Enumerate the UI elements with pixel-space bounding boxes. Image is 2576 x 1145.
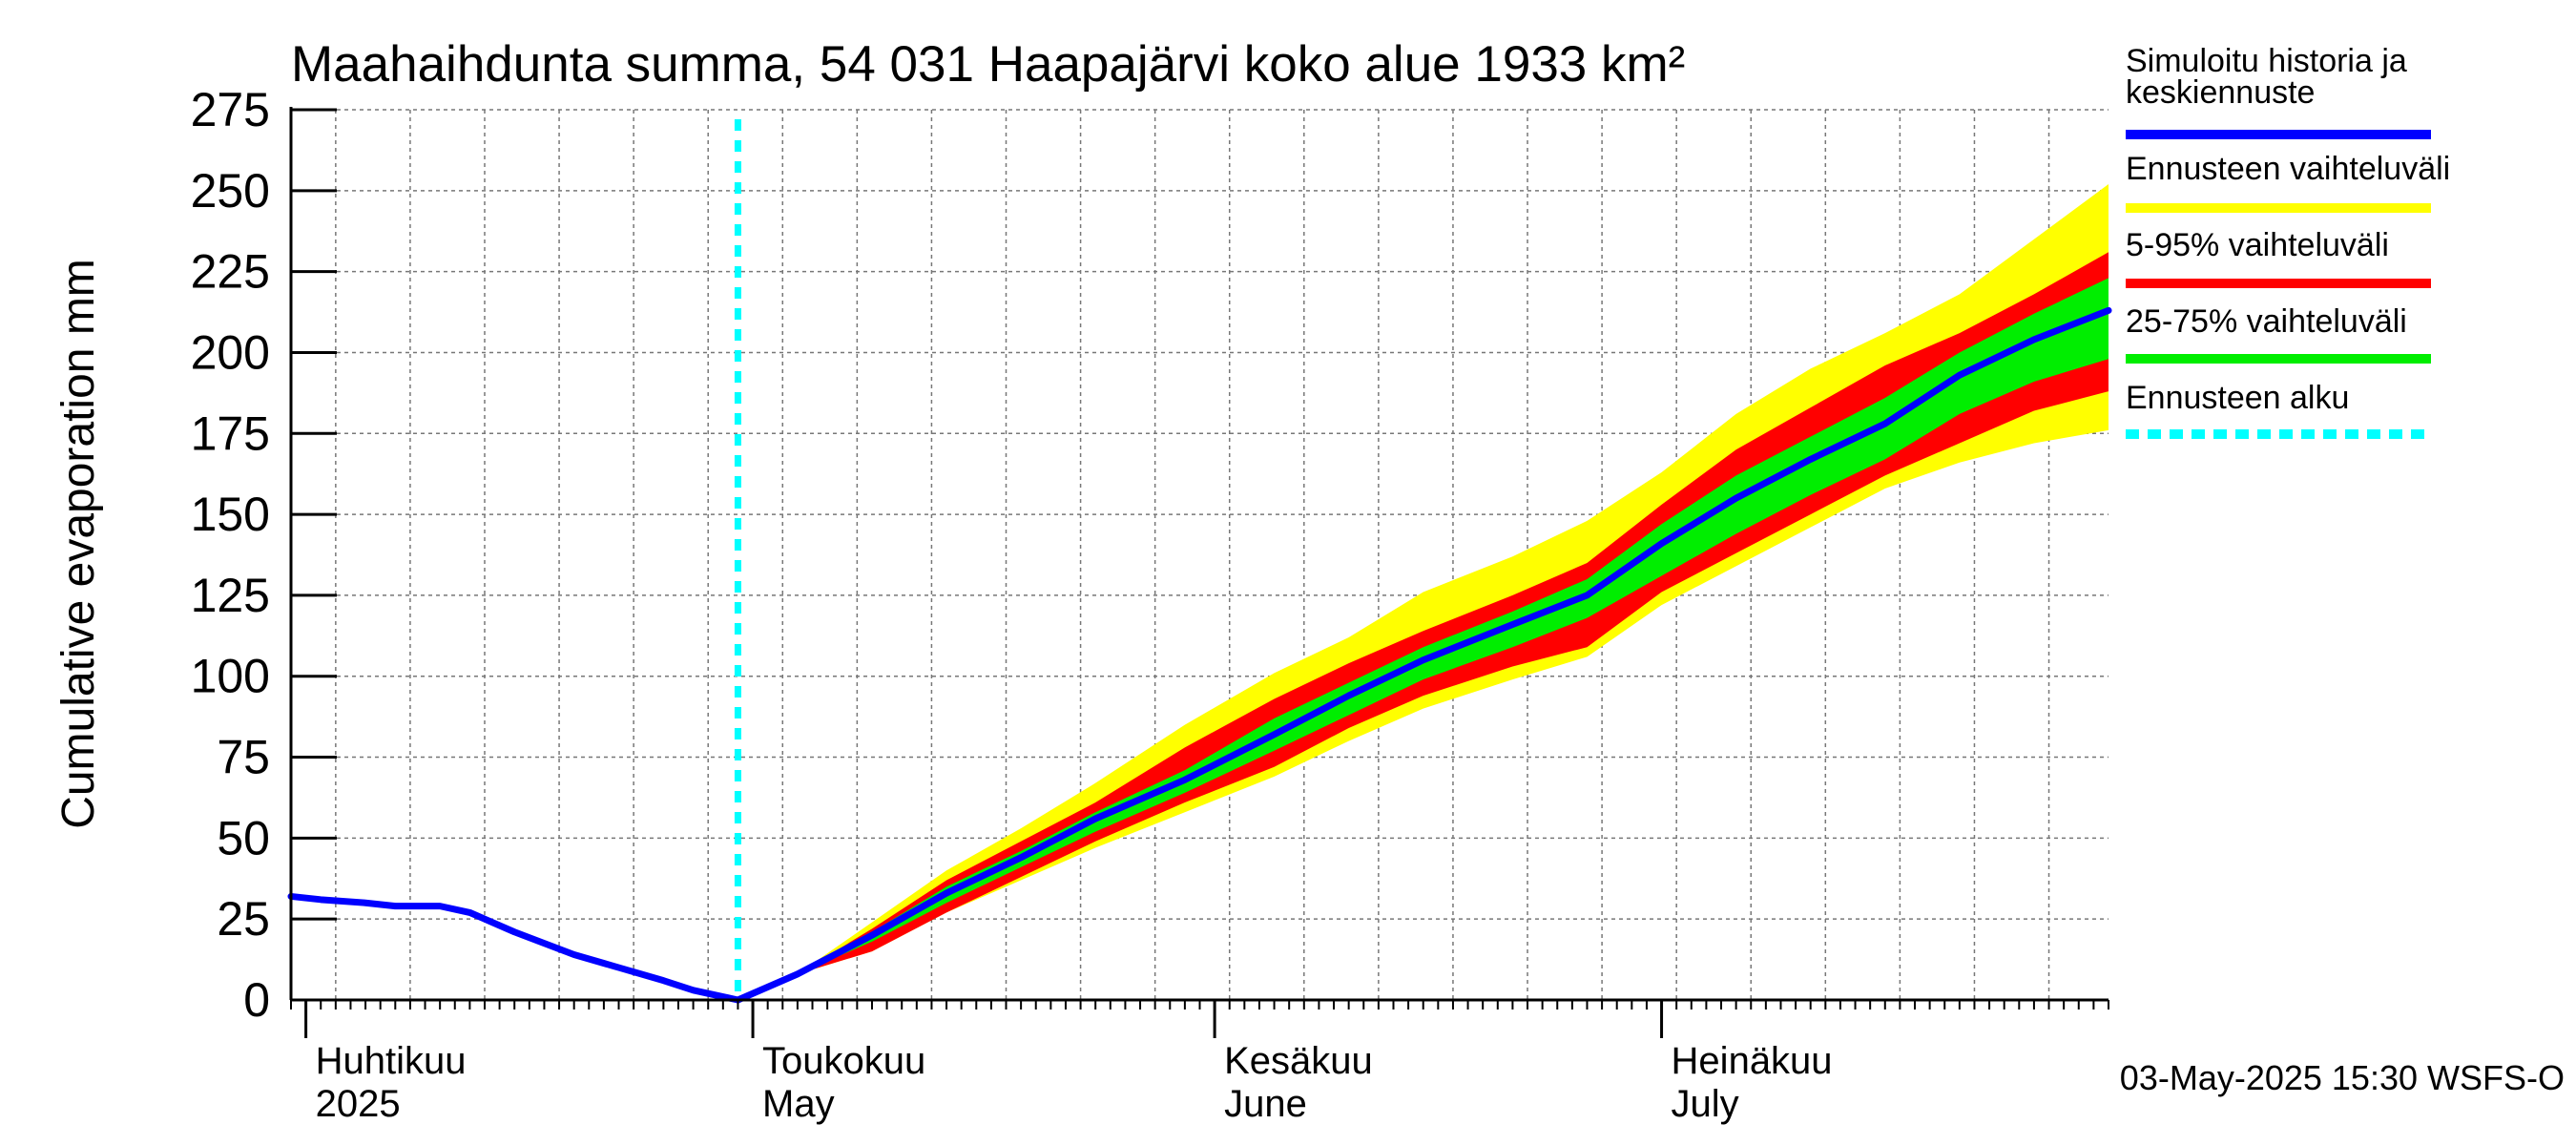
series-lines (287, 119, 2112, 1004)
y-tick-label: 100 (191, 650, 270, 703)
y-axis-label: Cumulative evaporation mm (53, 259, 104, 829)
y-tick-label: 125 (191, 569, 270, 622)
median-forecast-line (734, 306, 2112, 1004)
month-label: Toukokuu (762, 1040, 925, 1082)
y-tick-label: 200 (191, 325, 270, 379)
chart-title: Maahaihdunta summa, 54 031 Haapajärvi ko… (291, 36, 1685, 93)
y-tick-label: 225 (191, 245, 270, 299)
month-year-label: June (1224, 1083, 1307, 1125)
month-year-label: May (762, 1083, 835, 1125)
footer-timestamp: 03-May-2025 15:30 WSFS-O (2120, 1058, 2565, 1097)
legend-label: Ennusteen vaihteluväli (2126, 151, 2450, 187)
month-year-label: 2025 (316, 1083, 401, 1125)
legend-label: keskiennuste (2126, 74, 2315, 111)
axes (289, 107, 2109, 1038)
y-tick-label: 75 (217, 731, 270, 784)
y-tick-label: 250 (191, 164, 270, 218)
legend-label: Simuloitu historia ja (2126, 43, 2407, 79)
legend-label: 5-95% vaihteluväli (2126, 227, 2389, 263)
y-tick-label: 25 (217, 892, 270, 946)
legend-label: Ennusteen alku (2126, 380, 2349, 416)
month-year-label: July (1672, 1083, 1739, 1125)
grid (291, 109, 2109, 1000)
history-line (287, 892, 741, 1004)
band-5-95 (737, 252, 2109, 1000)
legend-label: 25-75% vaihteluväli (2126, 303, 2407, 340)
band-full-range (737, 184, 2109, 1001)
month-label: Heinäkuu (1672, 1040, 1833, 1082)
band-25-75 (737, 278, 2109, 1000)
forecast-bands (737, 184, 2109, 1001)
month-label: Kesäkuu (1224, 1040, 1373, 1082)
y-tick-label: 0 (243, 973, 270, 1027)
y-tick-label: 50 (217, 811, 270, 864)
y-tick-label: 175 (191, 406, 270, 460)
month-label: Huhtikuu (316, 1040, 467, 1082)
y-ticks: 0 25 50 75 100 125 150 175 200 225 250 275 (191, 83, 270, 1027)
y-tick-label: 150 (191, 488, 270, 541)
y-tick-label: 275 (191, 83, 270, 136)
